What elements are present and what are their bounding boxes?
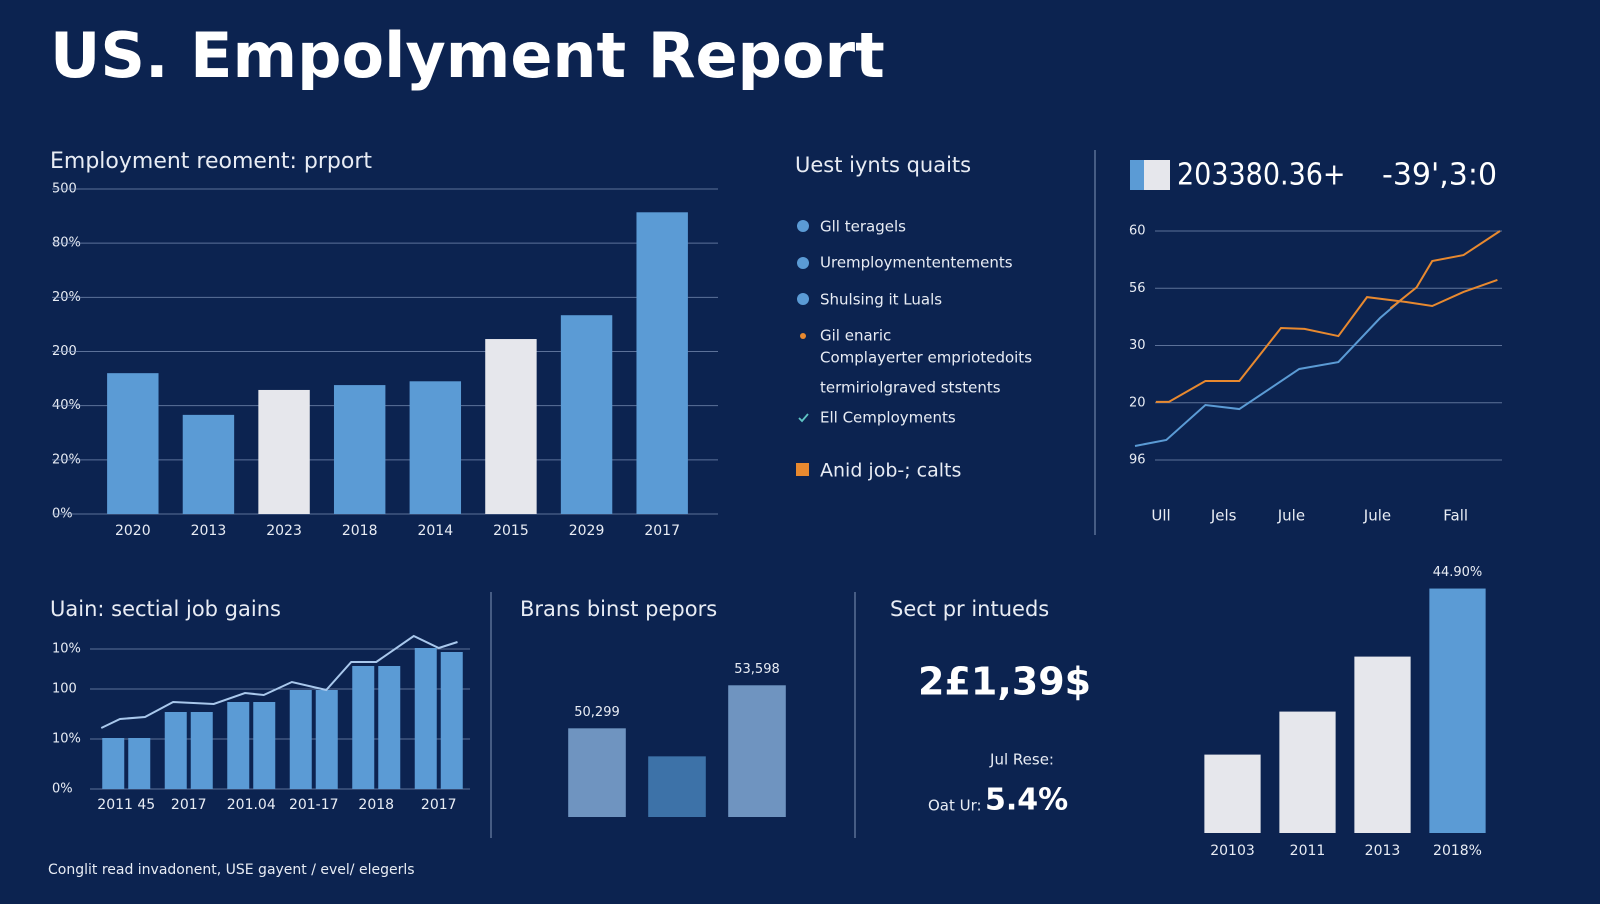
legend-marker [797,257,809,269]
page-title: US. Empolyment Report [50,19,885,92]
x-tick-label: 2018% [1433,843,1482,859]
bar [1354,656,1411,833]
kpi-rate: 5.4% [985,783,1068,818]
bar [190,712,213,789]
x-tick-label: 2017 [421,797,457,813]
chart-title: 203380.36+ [1177,158,1346,193]
x-tick-label: 201.04 [227,797,276,813]
bar [414,648,437,789]
kpi-value: 2£1,39$ [918,660,1091,704]
bar [440,652,463,789]
y-tick-label: 56 [1129,281,1146,296]
x-tick-label: Ull [1151,507,1170,525]
x-tick-label: 2011 [1290,843,1326,859]
footer: Conglit read invadonent, USE gayent / ev… [48,862,415,878]
chart-title: Brans binst pepors [520,597,717,621]
bar [128,738,151,789]
legend-item: Ell Cemployments [820,409,956,427]
bar [253,702,276,789]
y-tick-label: 30 [1129,338,1146,353]
y-tick-label: 0% [52,782,73,797]
kpi-rate-label: Oat Ur: [928,797,982,815]
line [1155,279,1498,403]
bar [636,212,688,514]
legend-title: Uest iynts quaits [795,153,971,177]
x-tick-label: 2014 [417,523,453,539]
bar [648,756,706,817]
bar [728,685,786,817]
y-tick-label: 96 [1129,453,1146,468]
value-label: 50,299 [574,705,620,720]
legend-item: Shulsing it Luals [820,291,942,309]
bar [1204,754,1261,833]
legend-item: Gll teragels [820,218,906,236]
y-tick-label: 10% [52,642,81,657]
header-icon [1130,160,1144,190]
x-tick-label: 2015 [493,523,529,539]
legend-marker [796,463,809,476]
line [1389,230,1501,310]
y-tick-label: 60 [1129,224,1146,239]
x-tick-label: 2023 [266,523,302,539]
legend-marker [797,220,809,232]
x-tick-label: 201-17 [289,797,339,813]
x-tick-label: 2017 [644,523,680,539]
x-tick-label: Fall [1443,507,1468,525]
line [1134,299,1402,447]
x-tick-label: 2018 [358,797,394,813]
value-label: 53,598 [734,662,780,677]
x-tick-label: Jule [1363,507,1391,525]
x-tick-label: 2011 45 [97,797,155,813]
bar [107,373,159,514]
bar [333,385,386,514]
legend-item: Uremploymententements [820,254,1013,272]
bar [352,666,375,789]
line [100,634,458,729]
y-tick-label: 20 [1129,395,1146,410]
x-tick-label: Jule [1277,507,1305,525]
bar [182,414,235,514]
header-icon [1144,160,1170,190]
x-tick-label: 2013 [1365,843,1401,859]
x-tick-label: Jels [1210,507,1237,525]
value-label: 44.90% [1433,565,1483,580]
kpi-title: Sect pr intueds [890,597,1049,621]
x-tick-label: 2020 [115,523,151,539]
x-tick-label: 2029 [569,523,605,539]
bar [1429,588,1486,833]
bar [1279,711,1336,833]
bar [227,702,250,789]
legend-marker [798,413,809,423]
chart-title: Employment reoment: prport [50,149,372,174]
legend-marker [800,333,806,339]
x-tick-label: 2013 [191,523,227,539]
legend-item: Gil enaric [820,327,891,345]
y-tick-label: 100 [52,682,77,697]
bar [289,690,312,789]
chart-subtitle: -39',3:0 [1382,158,1497,193]
x-tick-label: 20103 [1210,843,1255,859]
bar [102,738,125,789]
legend-item: termiriolgraved ststents [820,379,1001,397]
legend-item: Anid job-; calts [820,460,961,482]
legend-item: Complayerter empriotedoits [820,349,1032,367]
bar [568,728,626,817]
bar [409,381,462,514]
x-tick-label: 2018 [342,523,378,539]
y-tick-label: 10% [52,732,81,747]
bar [164,712,187,789]
legend-marker [797,293,809,305]
bar [560,315,613,514]
chart-title: Uain: sectial job gains [50,597,281,621]
x-tick-label: 2017 [171,797,207,813]
bar [315,690,338,789]
bar [485,339,537,514]
bar [258,389,310,514]
kpi-note: Jul Rese: [989,751,1054,769]
bar [378,666,401,789]
